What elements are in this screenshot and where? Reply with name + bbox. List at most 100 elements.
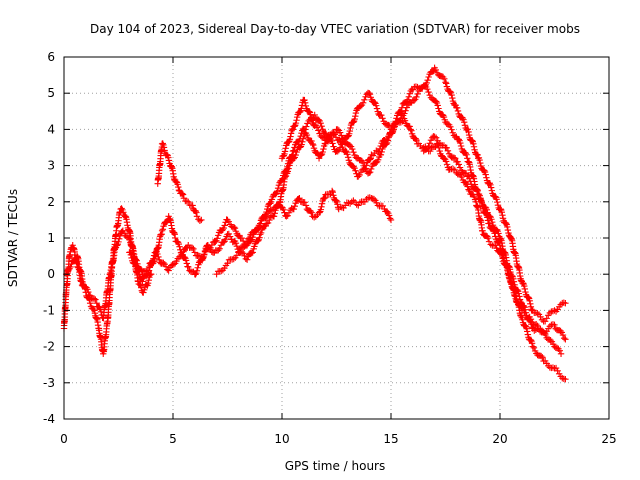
data-point bbox=[309, 140, 316, 148]
data-point bbox=[481, 167, 488, 174]
data-point bbox=[160, 144, 168, 151]
data-point bbox=[315, 116, 322, 124]
data-point bbox=[291, 144, 298, 151]
data-point bbox=[432, 98, 440, 105]
data-point bbox=[350, 163, 357, 170]
data-point bbox=[537, 352, 545, 360]
data-point bbox=[287, 130, 295, 137]
data-point bbox=[384, 208, 391, 216]
data-point bbox=[317, 206, 325, 213]
data-point bbox=[143, 272, 151, 279]
data-point bbox=[424, 76, 431, 84]
data-point bbox=[527, 336, 535, 344]
data-point bbox=[289, 126, 297, 133]
data-point bbox=[454, 107, 462, 115]
data-point bbox=[307, 207, 314, 215]
data-point bbox=[257, 220, 264, 227]
data-point bbox=[390, 124, 398, 131]
data-point bbox=[261, 213, 269, 220]
data-point bbox=[470, 193, 478, 201]
data-point bbox=[85, 288, 92, 296]
data-point bbox=[310, 141, 317, 149]
data-point bbox=[359, 99, 367, 107]
data-point bbox=[405, 93, 413, 101]
data-point bbox=[521, 282, 528, 290]
data-point bbox=[251, 243, 258, 250]
data-point bbox=[373, 102, 380, 109]
data-point bbox=[180, 194, 188, 202]
data-point bbox=[280, 206, 287, 213]
data-point bbox=[476, 156, 483, 164]
data-point bbox=[134, 265, 141, 272]
data-point bbox=[562, 299, 569, 307]
data-point bbox=[249, 249, 256, 256]
data-point bbox=[448, 126, 455, 133]
data-point bbox=[201, 247, 209, 255]
data-point bbox=[352, 167, 359, 174]
data-point bbox=[412, 135, 419, 143]
data-point bbox=[296, 194, 303, 202]
data-point bbox=[342, 147, 350, 155]
data-point bbox=[423, 79, 430, 87]
data-point bbox=[280, 152, 288, 159]
data-point bbox=[526, 297, 533, 304]
data-point bbox=[183, 197, 191, 205]
x-tick-label: 15 bbox=[383, 432, 398, 446]
data-point bbox=[460, 119, 468, 126]
data-point bbox=[448, 91, 455, 99]
data-point bbox=[499, 211, 506, 219]
data-point bbox=[532, 326, 540, 334]
data-point bbox=[193, 213, 201, 220]
data-point bbox=[284, 163, 291, 171]
x-tick-label: 10 bbox=[274, 432, 289, 446]
data-point bbox=[443, 144, 450, 151]
data-point bbox=[361, 96, 368, 104]
data-point bbox=[497, 205, 504, 213]
y-tick-label: 5 bbox=[47, 86, 55, 100]
data-point bbox=[435, 105, 442, 112]
data-point bbox=[514, 287, 521, 294]
data-point bbox=[493, 196, 500, 203]
data-point bbox=[356, 171, 363, 179]
data-point bbox=[90, 295, 98, 302]
data-point bbox=[306, 108, 313, 115]
data-point bbox=[455, 136, 462, 143]
data-point bbox=[254, 225, 261, 232]
data-point bbox=[538, 316, 546, 324]
data-point bbox=[86, 299, 94, 307]
data-point bbox=[528, 321, 535, 328]
y-tick-label: 2 bbox=[47, 195, 55, 209]
data-point bbox=[551, 307, 558, 314]
data-point bbox=[289, 151, 296, 158]
data-point bbox=[329, 188, 336, 196]
data-point bbox=[132, 256, 140, 263]
data-point bbox=[192, 208, 199, 215]
data-point bbox=[523, 325, 530, 332]
data-point bbox=[328, 187, 336, 195]
data-point bbox=[183, 260, 191, 267]
data-point bbox=[318, 200, 326, 207]
data-point bbox=[126, 248, 134, 256]
data-point bbox=[239, 237, 247, 245]
data-point bbox=[235, 249, 242, 256]
data-point bbox=[457, 142, 465, 150]
data-point bbox=[441, 75, 448, 83]
data-point bbox=[257, 231, 264, 238]
data-point bbox=[113, 242, 121, 249]
data-point bbox=[346, 141, 354, 149]
data-point bbox=[185, 198, 192, 205]
data-point bbox=[437, 141, 445, 149]
data-point bbox=[374, 156, 382, 164]
data-point bbox=[248, 249, 255, 257]
data-point bbox=[495, 230, 502, 237]
data-point bbox=[296, 135, 304, 143]
data-point bbox=[444, 147, 452, 155]
data-point bbox=[486, 213, 494, 220]
data-point bbox=[384, 137, 392, 144]
data-point bbox=[256, 234, 263, 241]
data-point bbox=[144, 271, 152, 278]
data-point bbox=[371, 99, 378, 106]
data-point bbox=[274, 187, 281, 195]
data-point bbox=[139, 278, 146, 285]
y-tick-label: -1 bbox=[43, 303, 55, 317]
